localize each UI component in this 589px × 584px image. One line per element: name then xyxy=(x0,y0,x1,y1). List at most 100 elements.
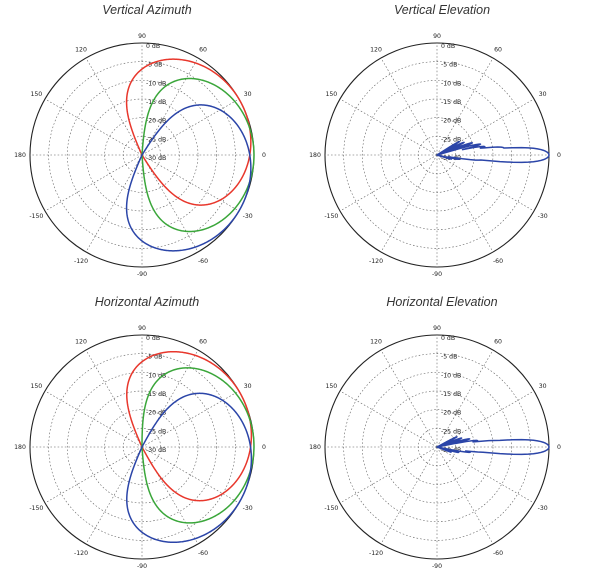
grid-spoke xyxy=(44,154,143,212)
chart-vertical-azimuth: Vertical Azimuth 0 30 60 90 120 150 180 -150 -12… xyxy=(0,0,294,292)
angle-tick-label: -30 xyxy=(243,505,253,512)
angle-tick-label: 90 xyxy=(433,325,441,332)
pattern-series-line xyxy=(141,77,255,233)
grid-ring xyxy=(85,390,199,504)
grid-spoke xyxy=(339,390,438,448)
grid-spoke xyxy=(85,154,143,253)
angle-tick-label: -120 xyxy=(74,550,88,557)
angle-tick-label: -150 xyxy=(29,213,43,220)
angle-tick-label: 90 xyxy=(138,325,146,332)
angle-tick-label: 30 xyxy=(539,383,547,390)
radial-tick-label: -20 dB xyxy=(441,410,461,417)
pattern-series-line xyxy=(125,104,252,252)
angle-tick-label: -150 xyxy=(324,505,338,512)
radial-tick-label: -25 dB xyxy=(441,136,461,143)
angle-tick-label: 90 xyxy=(138,33,146,40)
grid-spoke xyxy=(85,446,143,545)
angle-tick-label: 60 xyxy=(199,47,207,54)
grid-spoke xyxy=(44,98,143,156)
pattern-series-line xyxy=(126,350,253,502)
radial-tick-label: -10 dB xyxy=(146,372,166,379)
angle-tick-label: -150 xyxy=(324,213,338,220)
chart-title: Horizontal Elevation xyxy=(386,295,498,309)
angle-tick-label: 180 xyxy=(14,152,26,159)
grid-ring xyxy=(343,61,531,249)
grid-ring xyxy=(85,98,199,212)
grid-ring xyxy=(380,390,494,504)
angle-tick-label: -120 xyxy=(369,258,383,265)
grid-ring xyxy=(362,372,512,522)
grid-spoke xyxy=(339,154,438,212)
chart-title: Vertical Elevation xyxy=(393,3,491,17)
angle-tick-label: 180 xyxy=(309,152,321,159)
chart-vertical-elevation: Vertical Elevation 0 30 60 90 120 150 180 -150 -… xyxy=(295,0,589,292)
radial-tick-label: 0 dB xyxy=(441,335,455,342)
radial-tick-label: -5 dB xyxy=(441,62,457,69)
angle-tick-label: 30 xyxy=(244,91,252,98)
angle-tick-label: -60 xyxy=(198,550,208,557)
pattern-series-line xyxy=(436,436,550,456)
grid-ring xyxy=(48,61,236,249)
grid-spoke xyxy=(380,154,438,253)
radial-tick-label: -25 dB xyxy=(441,428,461,435)
grid-spoke xyxy=(141,98,240,156)
angle-tick-label: -60 xyxy=(493,550,503,557)
angle-tick-label: 180 xyxy=(309,444,321,451)
radial-tick-label: -5 dB xyxy=(146,354,162,361)
angle-tick-label: 30 xyxy=(244,383,252,390)
grid-spoke xyxy=(380,446,438,545)
chart-horizontal-elevation: Horizontal Elevation 0 30 60 90 120 150 180 -15… xyxy=(295,292,589,584)
angle-tick-label: 30 xyxy=(539,91,547,98)
grid-spoke xyxy=(436,154,494,253)
grid-spoke xyxy=(436,57,494,156)
grid-spoke xyxy=(85,349,143,448)
grid-spoke xyxy=(141,154,240,212)
angle-tick-label: -120 xyxy=(74,258,88,265)
radial-tick-label: 0 dB xyxy=(146,335,160,342)
angle-tick-label: -150 xyxy=(29,505,43,512)
grid-spoke xyxy=(436,446,535,504)
grid-spoke xyxy=(141,154,199,253)
angle-tick-label: 150 xyxy=(30,91,42,98)
radial-tick-label: -15 dB xyxy=(146,391,166,398)
radial-tick-label: -15 dB xyxy=(146,99,166,106)
angle-tick-label: 0 xyxy=(557,444,561,451)
grid-spoke xyxy=(436,446,494,545)
grid-spoke xyxy=(141,390,240,448)
angle-tick-label: 180 xyxy=(14,444,26,451)
radial-tick-label: -15 dB xyxy=(441,99,461,106)
angle-tick-label: 60 xyxy=(199,339,207,346)
angle-tick-label: 90 xyxy=(433,33,441,40)
grid-spoke xyxy=(141,446,240,504)
grid-ring xyxy=(380,98,494,212)
radial-tick-label: -20 dB xyxy=(146,410,166,417)
pattern-series-line xyxy=(125,58,252,206)
angle-tick-label: 120 xyxy=(75,47,87,54)
angle-tick-label: -30 xyxy=(538,505,548,512)
grid-spoke xyxy=(380,349,438,448)
pattern-series-line xyxy=(141,367,255,524)
radial-tick-label: -5 dB xyxy=(146,62,162,69)
radial-tick-label: -20 dB xyxy=(146,118,166,125)
angle-tick-label: 0 xyxy=(557,152,561,159)
angle-tick-label: 150 xyxy=(30,383,42,390)
grid-spoke xyxy=(436,349,494,448)
angle-tick-label: 60 xyxy=(494,339,502,346)
angle-tick-label: -120 xyxy=(369,550,383,557)
angle-tick-label: -90 xyxy=(137,563,147,570)
grid-spoke xyxy=(380,57,438,156)
angle-tick-label: 150 xyxy=(325,91,337,98)
polar-plot: 0 30 60 90 120 150 180 -150 -120 -90 -60 -30 0 dB -5 … xyxy=(309,325,561,570)
grid-spoke xyxy=(339,98,438,156)
angle-tick-label: 150 xyxy=(325,383,337,390)
chart-horizontal-azimuth: Horizontal Azimuth 0 30 60 90 120 150 180 -150 -… xyxy=(0,292,294,584)
grid-spoke xyxy=(339,446,438,504)
radial-tick-label: -25 dB xyxy=(146,136,166,143)
grid-spoke xyxy=(141,57,199,156)
polar-plot: 0 30 60 90 120 150 180 -150 -120 -90 -60 -30 0 dB -5 … xyxy=(14,325,266,570)
polar-plot: 0 30 60 90 120 150 180 -150 -120 -90 -60 -30 0 dB -5 … xyxy=(14,33,266,278)
angle-tick-label: -30 xyxy=(538,213,548,220)
angle-tick-label: -90 xyxy=(432,563,442,570)
polar-plot: 0 30 60 90 120 150 180 -150 -120 -90 -60 -30 0 dB -5 … xyxy=(309,33,561,278)
angle-tick-label: 120 xyxy=(75,339,87,346)
